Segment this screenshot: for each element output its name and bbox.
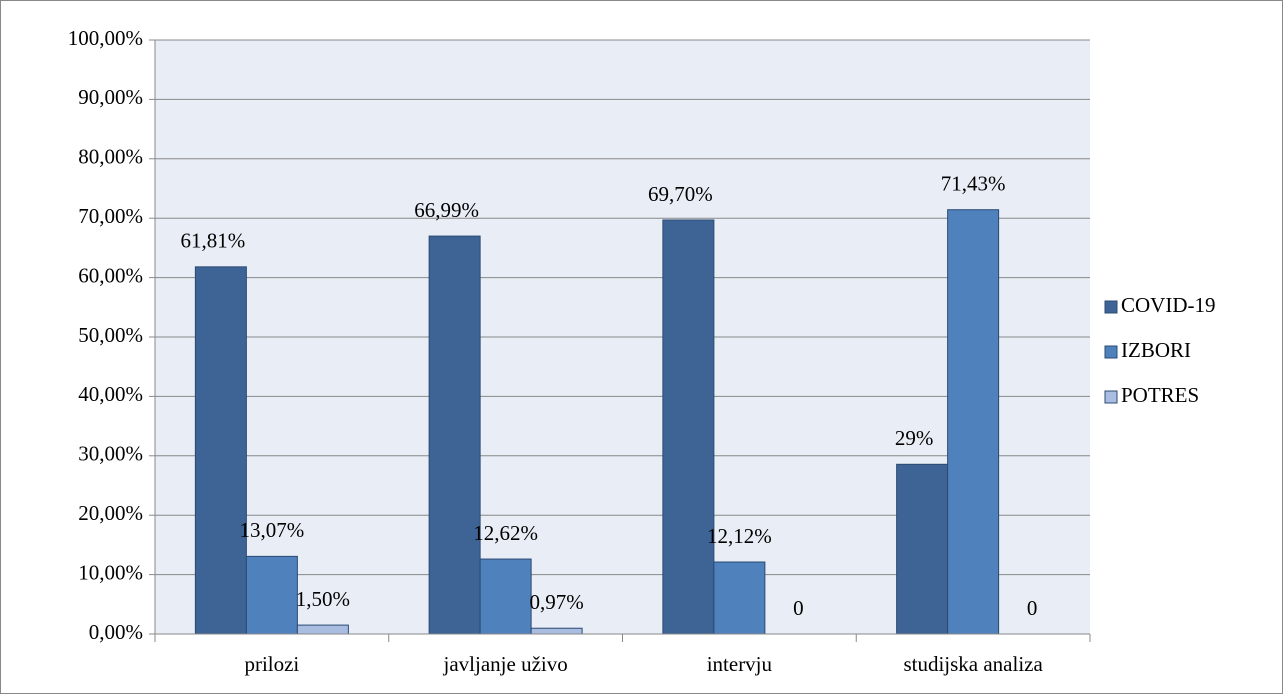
- data-label: 69,70%: [648, 182, 713, 206]
- x-tick-label: studijska analiza: [903, 652, 1043, 676]
- legend-label: IZBORI: [1121, 338, 1191, 362]
- y-tick-label: 20,00%: [78, 501, 143, 525]
- y-tick-label: 50,00%: [78, 323, 143, 347]
- y-tick-label: 100,00%: [68, 26, 143, 50]
- bar: [947, 209, 1000, 635]
- x-tick-label: intervju: [707, 652, 773, 676]
- bar: [194, 266, 247, 635]
- bar: [713, 561, 766, 635]
- x-tick-label: prilozi: [244, 652, 299, 676]
- y-tick-label: 70,00%: [78, 204, 143, 228]
- x-tick-label: javljanje uživo: [443, 652, 568, 676]
- data-label: 0,97%: [530, 590, 584, 614]
- y-tick-label: 90,00%: [78, 85, 143, 109]
- bar: [662, 219, 715, 635]
- legend-label: POTRES: [1121, 383, 1199, 407]
- data-label: 29%: [895, 426, 934, 450]
- bar: [296, 624, 349, 635]
- data-label: 13,07%: [240, 518, 305, 542]
- bar: [896, 463, 949, 635]
- legend-swatch: [1104, 390, 1118, 404]
- legend-swatch: [1104, 345, 1118, 359]
- y-tick-label: 0,00%: [89, 620, 143, 644]
- bar: [428, 235, 481, 635]
- data-label: 71,43%: [941, 172, 1006, 196]
- legend-swatch: [1104, 300, 1118, 314]
- bar: [479, 558, 532, 635]
- y-tick-label: 80,00%: [78, 145, 143, 169]
- y-tick-label: 60,00%: [78, 263, 143, 287]
- data-label: 0: [1027, 596, 1038, 620]
- data-label: 61,81%: [181, 229, 246, 253]
- data-label: 0: [793, 596, 804, 620]
- y-tick-label: 30,00%: [78, 442, 143, 466]
- bar: [530, 627, 583, 635]
- legend-label: COVID-19: [1121, 293, 1216, 317]
- data-label: 12,62%: [473, 521, 538, 545]
- y-tick-label: 40,00%: [78, 382, 143, 406]
- y-tick-label: 10,00%: [78, 560, 143, 584]
- data-label: 12,12%: [707, 524, 772, 548]
- bar: [245, 555, 298, 635]
- data-label: 66,99%: [414, 198, 479, 222]
- data-label: 1,50%: [296, 587, 350, 611]
